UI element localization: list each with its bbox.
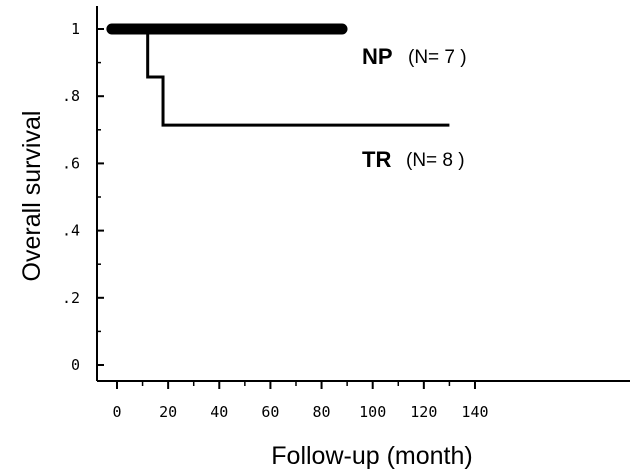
x-tick-label: 120: [410, 403, 437, 421]
y-tick-label: 0: [71, 356, 80, 374]
series-tr-n: (N= 8 ): [406, 150, 465, 171]
y-tick-label: .8: [62, 87, 80, 105]
x-tick-label: 140: [461, 403, 488, 421]
x-ticks: 0 20 40 60 80 100 120 140: [112, 381, 489, 421]
plot-frame: [96, 6, 630, 382]
y-tick-label: 1: [71, 20, 80, 38]
x-tick-label: 20: [159, 403, 177, 421]
x-tick-label: 40: [210, 403, 228, 421]
series-tr-name: TR: [362, 147, 391, 172]
x-tick-label: 100: [359, 403, 386, 421]
series-np-n: (N= 7 ): [408, 47, 467, 68]
y-tick-label: .6: [62, 154, 80, 172]
x-tick-label: 60: [261, 403, 279, 421]
x-tick-label: 80: [313, 403, 331, 421]
series-line-tr: [111, 27, 450, 127]
series-np-name: NP: [362, 44, 393, 69]
y-tick-label: .2: [62, 289, 80, 307]
series-layer: [106, 23, 450, 127]
y-ticks: 0 .2 .4 .6 .8 1: [62, 20, 104, 374]
x-tick-label: 0: [112, 403, 121, 421]
y-axis-label: Overall survival: [18, 111, 46, 282]
x-axis-label: Follow-up (month): [271, 442, 472, 470]
y-tick-label: .4: [62, 222, 80, 240]
